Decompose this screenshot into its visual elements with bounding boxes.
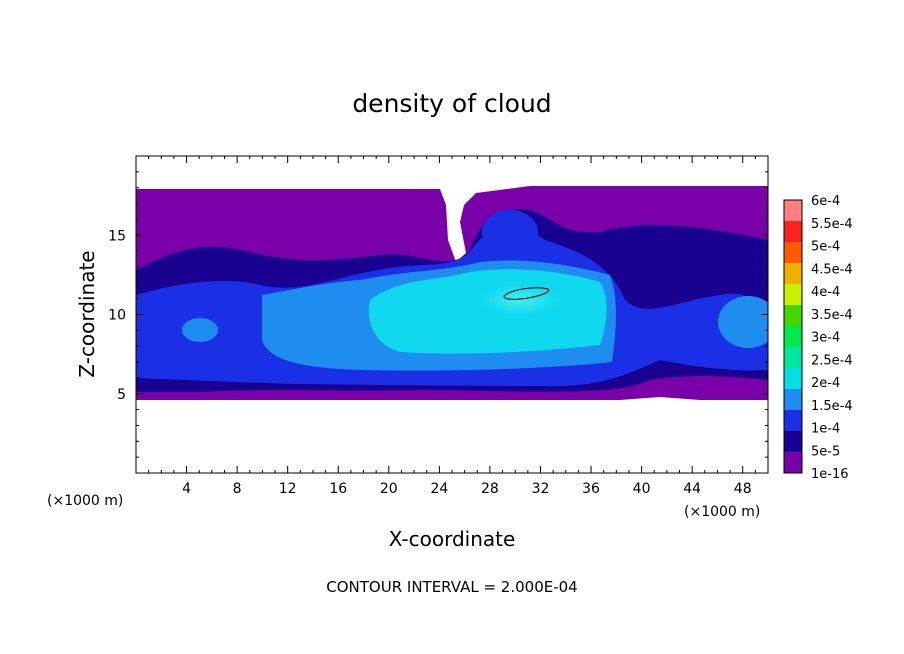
x-tick-label-36: 36: [582, 481, 600, 497]
field-thermal-top: [482, 210, 538, 254]
colorbar-swatch-2: [784, 410, 802, 431]
colorbar-label-10: 5e-4: [811, 240, 840, 255]
colorbar-swatch-10: [784, 242, 802, 263]
x-tick-label-16: 16: [329, 481, 347, 497]
x-tick-label-4: 4: [182, 481, 191, 497]
x-axis-label: X-coordinate: [389, 527, 516, 551]
x-unit-label-left: (×1000 m): [47, 493, 123, 509]
colorbar-label-4: 2e-4: [811, 376, 840, 391]
y-axis-label: Z-coordinate: [75, 250, 99, 377]
colorbar-label-7: 3.5e-4: [811, 308, 853, 323]
y-axis: 5 10 15: [108, 171, 768, 458]
x-axis: 4 8 12 16 20 24 28 32 36 40 44 48: [148, 156, 756, 497]
colorbar-swatch-1: [784, 431, 802, 452]
colorbar-label-3: 1.5e-4: [811, 399, 853, 414]
colorbar-swatch-4: [784, 368, 802, 389]
colorbar-swatch-0: [784, 452, 802, 473]
colorbar-label-9: 4.5e-4: [811, 262, 853, 277]
colorbar-label-6: 3e-4: [811, 331, 840, 346]
colorbar-label-0: 1e-16: [811, 467, 849, 482]
field-right-blob: [718, 296, 768, 348]
colorbar-label-2: 1e-4: [811, 422, 840, 437]
colorbar-label-5: 2.5e-4: [811, 353, 853, 368]
colorbar: 1e-16 5e-5 1e-4 1.5e-4 2e-4 2.5e-4 3e-4 3.5e-4 4…: [783, 194, 853, 482]
colorbar-label-12: 6e-4: [811, 194, 840, 209]
y-tick-label-15: 15: [108, 228, 126, 244]
colorbar-swatch-5: [784, 347, 802, 368]
x-unit-label-right: (×1000 m): [684, 504, 760, 520]
x-tick-label-28: 28: [481, 481, 499, 497]
colorbar-swatch-7: [784, 305, 802, 326]
colorbar-swatch-12: [784, 200, 802, 221]
colorbar-swatch-9: [784, 263, 802, 284]
y-tick-label-10: 10: [108, 308, 126, 324]
x-tick-label-32: 32: [532, 481, 550, 497]
colorbar-swatch-3: [784, 389, 802, 410]
x-tick-label-40: 40: [633, 481, 651, 497]
field-cyan-highlight: [450, 272, 590, 328]
colorbar-swatch-6: [784, 326, 802, 347]
x-tick-label-20: 20: [380, 481, 398, 497]
chart-title: density of cloud: [352, 89, 551, 118]
colorbar-label-11: 5.5e-4: [811, 217, 853, 232]
x-tick-label-48: 48: [734, 481, 752, 497]
x-tick-label-12: 12: [279, 481, 297, 497]
field-peak-contour: [503, 287, 550, 300]
x-tick-label-24: 24: [430, 481, 448, 497]
colorbar-label-8: 4e-4: [811, 285, 840, 300]
colorbar-frame: [783, 199, 803, 474]
colorbar-swatch-8: [784, 284, 802, 305]
y-tick-label-5: 5: [117, 387, 126, 403]
x-tick-label-8: 8: [233, 481, 242, 497]
density-field: [136, 186, 768, 400]
field-left-blob-inner: [182, 318, 218, 342]
contour-interval-note: CONTOUR INTERVAL = 2.000E-04: [326, 578, 577, 596]
colorbar-label-1: 5e-5: [811, 444, 840, 459]
x-tick-label-44: 44: [683, 481, 701, 497]
colorbar-swatch-11: [784, 221, 802, 242]
